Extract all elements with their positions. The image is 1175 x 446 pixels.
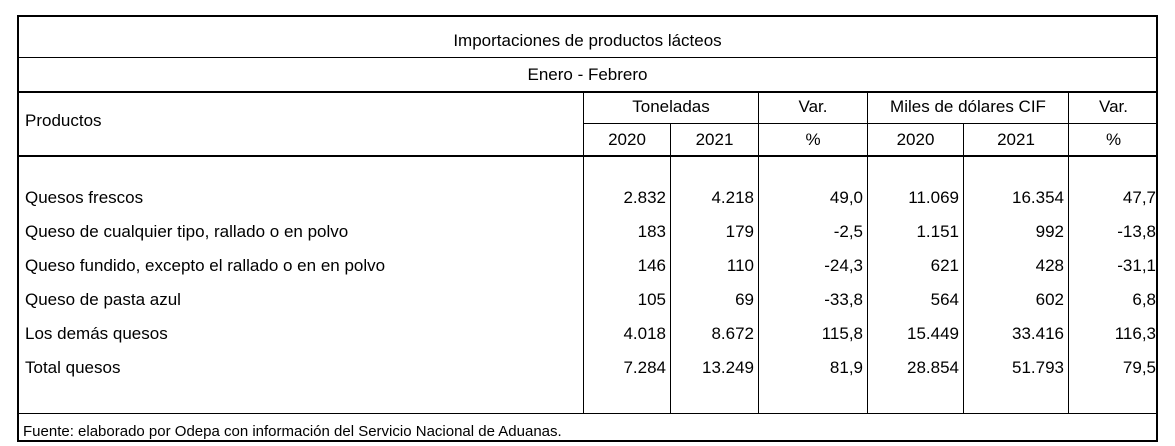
row-tvar: -24,3: [824, 256, 863, 275]
row-mvar: 79,5: [1122, 358, 1156, 377]
row-m2020: 564: [930, 290, 959, 309]
row-producto: Queso fundido, excepto el rallado o en e…: [25, 256, 386, 275]
row-t2020: 2.832: [623, 188, 666, 207]
header-var1-unit: %: [805, 130, 821, 149]
row-mvar: 47,7: [1122, 188, 1156, 207]
row-producto: Los demás quesos: [25, 324, 168, 343]
col-divider-var1: [867, 91, 868, 413]
rule-under-title: [19, 57, 1156, 58]
col-divider-miles: [1068, 91, 1069, 413]
row-t2020: 183: [637, 222, 666, 241]
header-var1: Var.: [798, 97, 828, 116]
row-m2021: 16.354: [1012, 188, 1064, 207]
row-m2021: 602: [1035, 290, 1064, 309]
header-miles: Miles de dólares CIF: [890, 97, 1046, 116]
row-m2020: 15.449: [907, 324, 959, 343]
row-m2020: 28.854: [907, 358, 959, 377]
row-tvar: -2,5: [833, 222, 863, 241]
header-t2021: 2021: [695, 130, 734, 149]
row-mvar: 6,8: [1132, 290, 1156, 309]
row-m2020: 1.151: [916, 222, 959, 241]
imports-table: Importaciones de productos lácteos Enero…: [17, 15, 1158, 442]
row-t2020: 7.284: [623, 358, 666, 377]
row-t2021: 69: [735, 290, 754, 309]
row-tvar: 49,0: [829, 188, 863, 207]
col-divider-toneladas: [758, 91, 759, 413]
rule-above-footer: [19, 413, 1156, 414]
row-mvar: -13,8: [1117, 222, 1156, 241]
row-m2021: 51.793: [1012, 358, 1064, 377]
row-m2021: 992: [1035, 222, 1064, 241]
row-t2020: 4.018: [623, 324, 666, 343]
header-m2021: 2021: [997, 130, 1035, 149]
header-var2-unit: %: [1105, 130, 1122, 149]
col-divider-t2020: [670, 123, 671, 413]
table-title: Importaciones de productos lácteos: [453, 31, 722, 50]
header-productos: Productos: [25, 111, 102, 130]
header-toneladas: Toneladas: [632, 97, 710, 116]
row-producto: Queso de cualquier tipo, rallado o en po…: [25, 222, 349, 241]
row-tvar: -33,8: [824, 290, 863, 309]
header-var2: Var.: [1099, 97, 1128, 116]
header-m2020: 2020: [896, 130, 935, 149]
row-tvar: 81,9: [829, 358, 863, 377]
header-t2020: 2020: [608, 130, 646, 149]
row-m2020: 11.069: [908, 188, 959, 207]
row-producto: Queso de pasta azul: [25, 290, 181, 309]
col-divider-m2020: [963, 123, 964, 413]
row-t2021: 179: [725, 222, 754, 241]
row-t2021: 110: [726, 256, 754, 275]
row-t2020: 105: [637, 290, 666, 309]
table-subtitle: Enero - Febrero: [527, 65, 648, 84]
row-m2020: 621: [930, 256, 959, 275]
col-divider-productos: [583, 91, 584, 413]
row-t2021: 8.672: [711, 324, 754, 343]
rule-under-subtitle: [19, 91, 1156, 93]
row-mvar: -31,1: [1117, 256, 1156, 275]
rule-header-mid: [583, 123, 1156, 124]
row-tvar: 115,8: [821, 324, 863, 343]
row-t2021: 4.218: [711, 188, 754, 207]
source-note: Fuente: elaborado por Odepa con informac…: [23, 423, 562, 440]
row-producto: Quesos frescos: [25, 188, 144, 207]
row-t2020: 146: [637, 256, 666, 275]
row-t2021: 13.249: [702, 358, 754, 377]
row-m2021: 428: [1035, 256, 1064, 275]
row-m2021: 33.416: [1012, 324, 1064, 343]
rule-under-header: [19, 155, 1156, 157]
row-producto: Total quesos: [25, 358, 121, 377]
row-mvar: 116,3: [1114, 324, 1156, 343]
